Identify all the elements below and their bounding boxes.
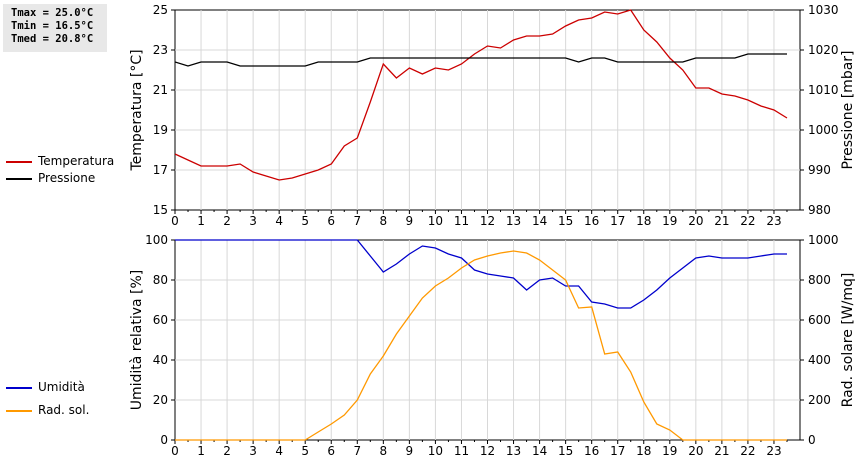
series-line-pressione — [175, 53, 787, 67]
x-tick-label-0-22: 22 — [740, 214, 755, 228]
legend-swatch-pressione — [6, 178, 32, 180]
series-line-rad-sol- — [175, 250, 787, 441]
x-tick-label-0-5: 5 — [301, 214, 309, 228]
x-tick-label-1-21: 21 — [714, 444, 729, 458]
x-tick-label-1-7: 7 — [353, 444, 361, 458]
legend-swatch-umidita — [6, 387, 32, 389]
y2-tick-label-1-4: 800 — [808, 273, 831, 287]
y2-tick-label-1-3: 600 — [808, 313, 831, 327]
x-tick-label-0-4: 4 — [275, 214, 283, 228]
x-tick-label-0-3: 3 — [249, 214, 257, 228]
x-tick-label-0-18: 18 — [636, 214, 651, 228]
y2-tick-label-0-3: 1010 — [808, 83, 839, 97]
y2-tick-label-1-2: 400 — [808, 353, 831, 367]
y2-tick-label-1-5: 1000 — [808, 233, 839, 247]
x-tick-label-1-6: 6 — [327, 444, 335, 458]
x-tick-label-1-18: 18 — [636, 444, 651, 458]
x-tick-label-1-11: 11 — [454, 444, 469, 458]
y2-axis-title-1: Rad. solare [W/mq] — [840, 273, 856, 408]
y-tick-label-0-5: 25 — [153, 3, 168, 17]
y2-tick-label-0-4: 1020 — [808, 43, 839, 57]
x-tick-label-0-0: 0 — [171, 214, 179, 228]
x-tick-label-0-10: 10 — [428, 214, 443, 228]
x-tick-label-1-17: 17 — [610, 444, 625, 458]
y-tick-label-0-0: 15 — [153, 203, 168, 217]
x-tick-label-0-2: 2 — [223, 214, 231, 228]
x-tick-label-1-22: 22 — [740, 444, 755, 458]
stat-tmax: Tmax = 25.0°C — [11, 7, 94, 19]
x-tick-label-0-12: 12 — [480, 214, 495, 228]
y2-axis-title-0: Pressione [mbar] — [840, 50, 856, 169]
legend-label-pressione: Pressione — [38, 171, 96, 185]
x-tick-label-1-13: 13 — [506, 444, 521, 458]
series-line-umidit- — [175, 239, 787, 309]
x-tick-label-0-19: 19 — [662, 214, 677, 228]
x-tick-label-1-9: 9 — [406, 444, 414, 458]
legend-swatch-radsol — [6, 410, 32, 412]
y-tick-label-0-4: 23 — [153, 43, 168, 57]
stat-tmin: Tmin = 16.5°C — [11, 20, 94, 32]
x-tick-label-1-15: 15 — [558, 444, 573, 458]
x-tick-label-0-8: 8 — [380, 214, 388, 228]
y2-tick-label-0-5: 1030 — [808, 3, 839, 17]
legend-label-radsol: Rad. sol. — [38, 403, 90, 417]
x-tick-label-0-20: 20 — [688, 214, 703, 228]
x-tick-label-0-17: 17 — [610, 214, 625, 228]
x-tick-label-1-0: 0 — [171, 444, 179, 458]
x-tick-label-0-15: 15 — [558, 214, 573, 228]
y-tick-label-1-1: 20 — [153, 393, 168, 407]
y-tick-label-1-2: 40 — [153, 353, 168, 367]
y2-tick-label-1-0: 0 — [808, 433, 816, 447]
legend-swatch-temperatura — [6, 161, 32, 163]
y-tick-label-1-4: 80 — [153, 273, 168, 287]
y-tick-label-0-2: 19 — [153, 123, 168, 137]
x-tick-label-1-1: 1 — [197, 444, 205, 458]
y2-tick-label-0-2: 1000 — [808, 123, 839, 137]
legend-label-umidita: Umidità — [38, 380, 85, 394]
x-tick-label-1-14: 14 — [532, 444, 547, 458]
x-tick-label-1-20: 20 — [688, 444, 703, 458]
y-tick-label-1-0: 0 — [160, 433, 168, 447]
x-tick-label-0-9: 9 — [406, 214, 414, 228]
x-tick-label-0-21: 21 — [714, 214, 729, 228]
x-tick-label-1-2: 2 — [223, 444, 231, 458]
x-tick-label-0-1: 1 — [197, 214, 205, 228]
x-tick-label-1-10: 10 — [428, 444, 443, 458]
y2-tick-label-1-1: 200 — [808, 393, 831, 407]
x-tick-label-0-14: 14 — [532, 214, 547, 228]
x-tick-label-0-6: 6 — [327, 214, 335, 228]
x-tick-label-1-3: 3 — [249, 444, 257, 458]
y-axis-title-0: Temperatura [°C] — [129, 49, 145, 171]
y-tick-label-0-1: 17 — [153, 163, 168, 177]
y-tick-label-0-3: 21 — [153, 83, 168, 97]
x-tick-label-0-16: 16 — [584, 214, 599, 228]
stats-box: Tmax = 25.0°C Tmin = 16.5°C Tmed = 20.8°… — [3, 4, 107, 52]
series-line-temperatura — [175, 9, 788, 181]
x-tick-label-0-23: 23 — [766, 214, 781, 228]
y-tick-label-1-5: 100 — [145, 233, 168, 247]
x-tick-label-1-12: 12 — [480, 444, 495, 458]
x-tick-label-1-4: 4 — [275, 444, 283, 458]
x-tick-label-1-8: 8 — [380, 444, 388, 458]
x-tick-label-0-11: 11 — [454, 214, 469, 228]
stat-tmed: Tmed = 20.8°C — [11, 33, 94, 45]
y2-tick-label-0-0: 980 — [808, 203, 831, 217]
x-tick-label-0-13: 13 — [506, 214, 521, 228]
x-tick-label-1-23: 23 — [766, 444, 781, 458]
x-tick-label-0-7: 7 — [353, 214, 361, 228]
y2-tick-label-0-1: 990 — [808, 163, 831, 177]
y-tick-label-1-3: 60 — [153, 313, 168, 327]
x-tick-label-1-19: 19 — [662, 444, 677, 458]
x-tick-label-1-5: 5 — [301, 444, 309, 458]
x-tick-label-1-16: 16 — [584, 444, 599, 458]
y-axis-title-1: Umidità relativa [%] — [129, 270, 145, 411]
legend-label-temperatura: Temperatura — [38, 154, 115, 168]
